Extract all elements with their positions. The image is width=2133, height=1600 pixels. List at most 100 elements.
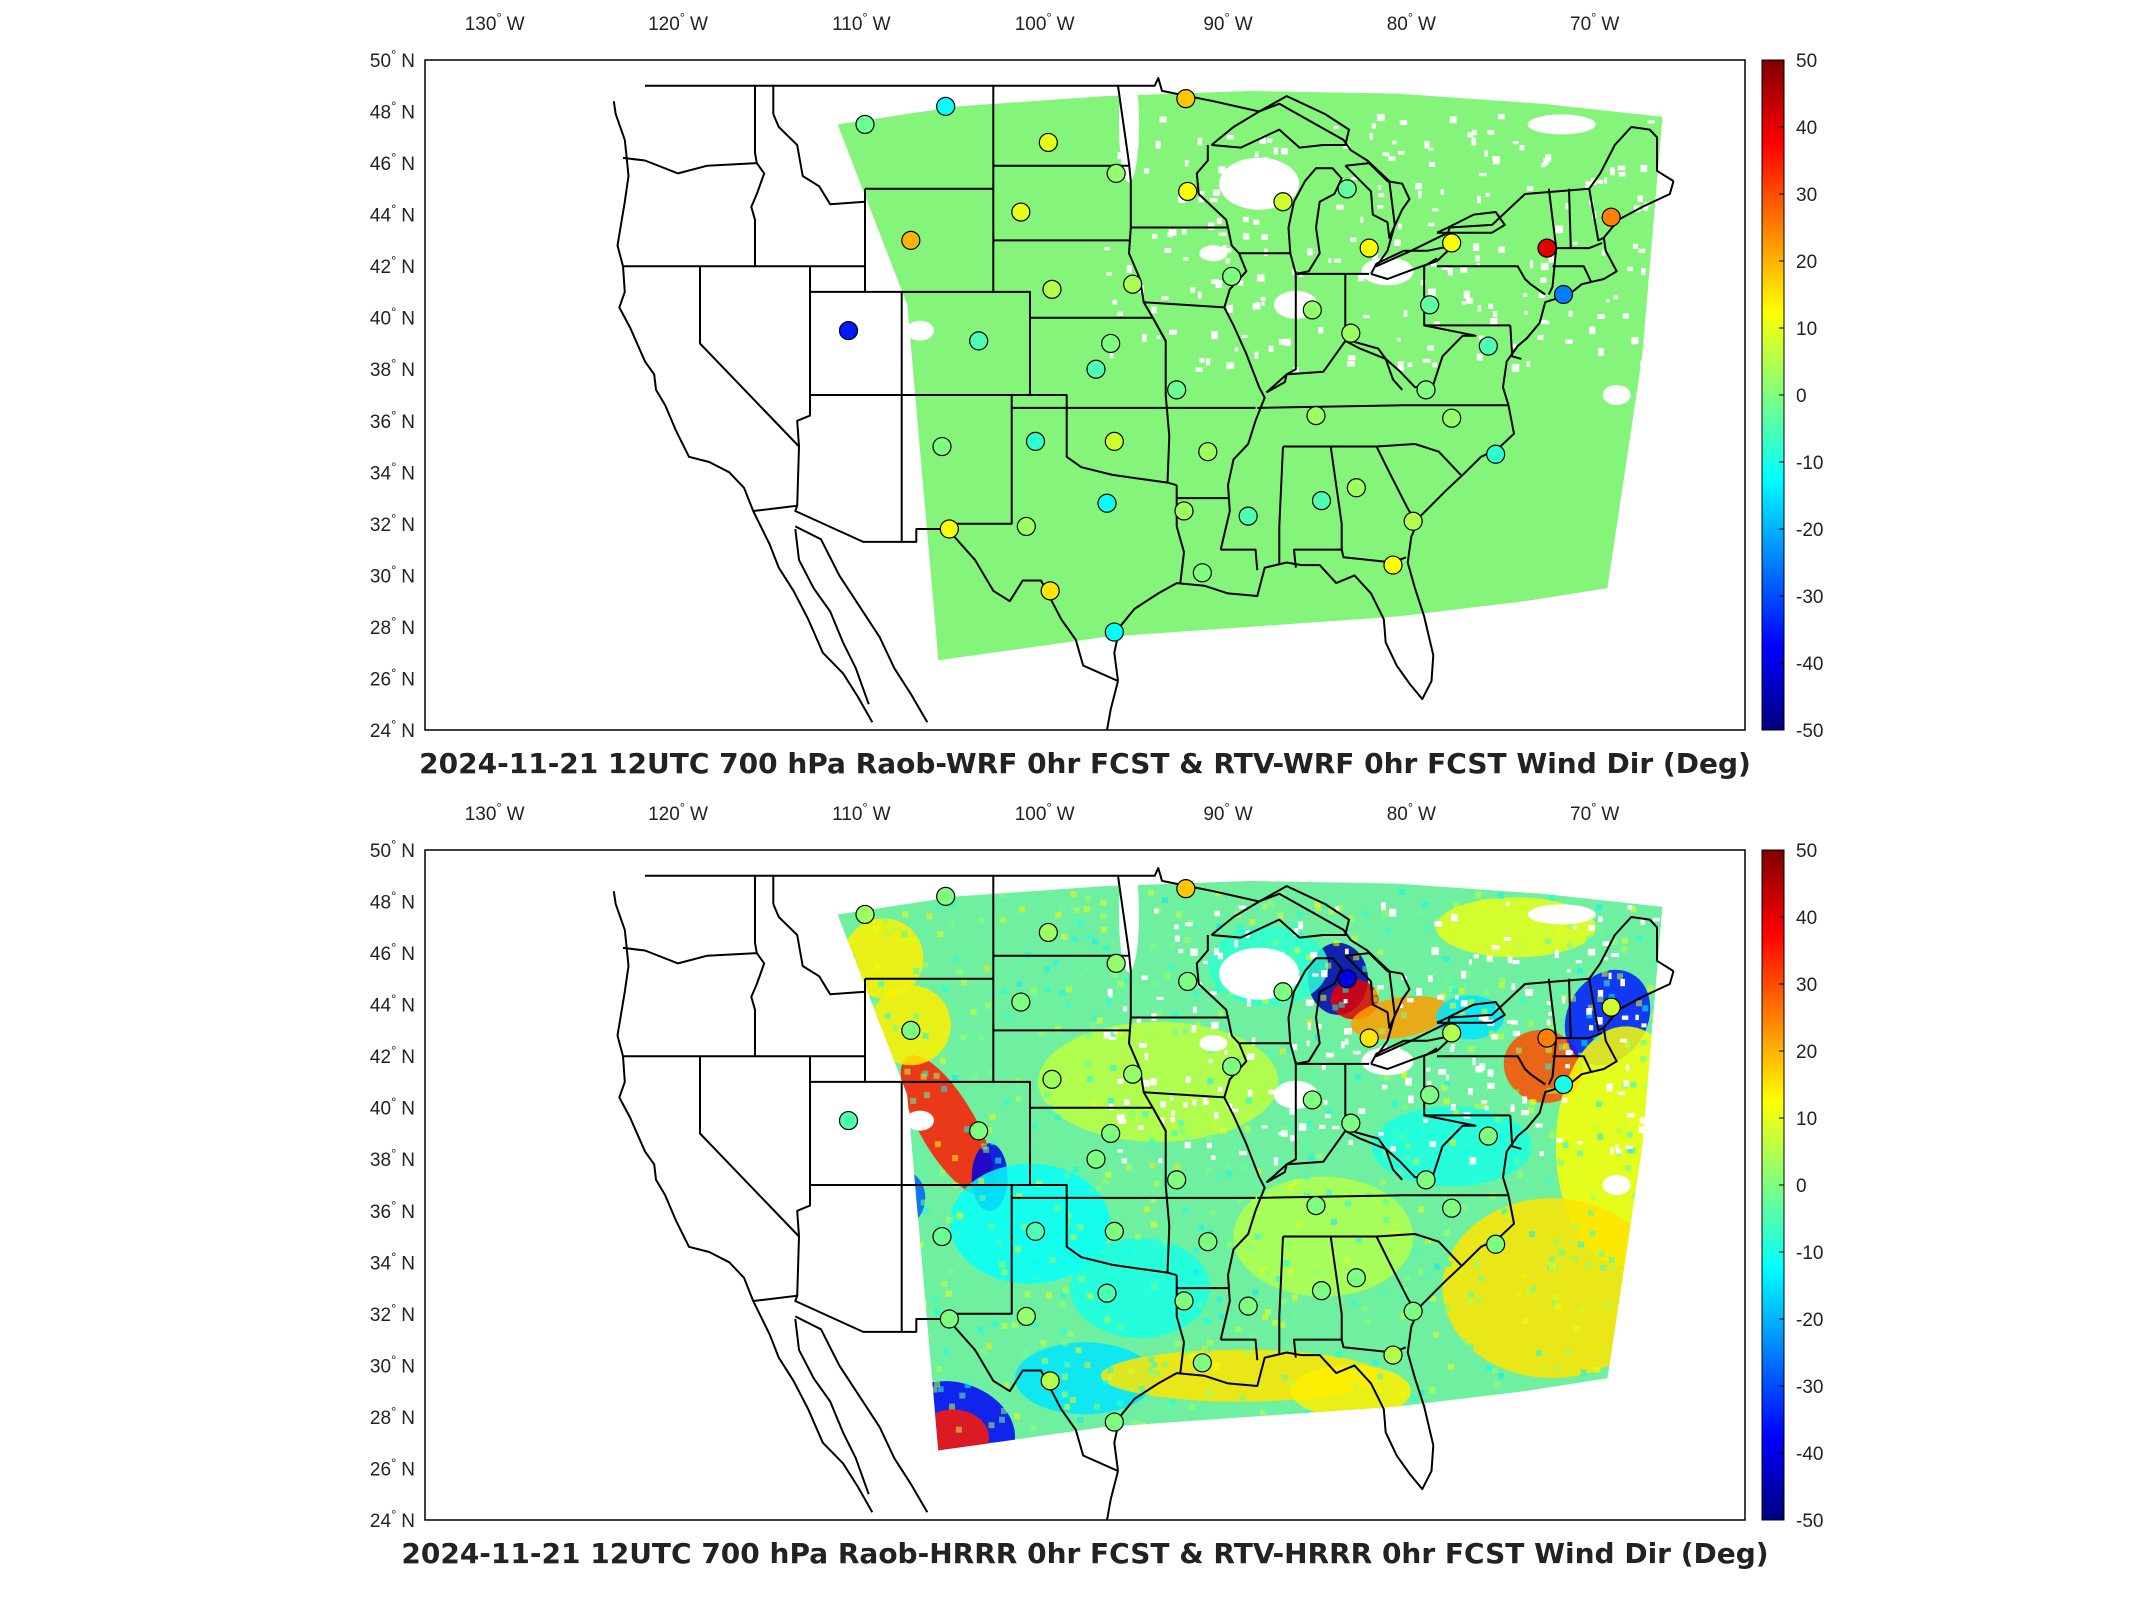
state-line-48 xyxy=(1568,978,1572,1039)
state-line-44 xyxy=(1265,340,1347,394)
state-line-28 xyxy=(1195,145,1229,228)
lat-tick-label: 28° N xyxy=(370,614,415,639)
lat-tick-label: 48° N xyxy=(370,889,415,914)
lake-michigan xyxy=(1287,167,1343,275)
state-line-23 xyxy=(1143,301,1225,309)
lake-superior xyxy=(1210,885,1350,939)
station-marker xyxy=(1537,238,1557,258)
lat-tick-label: 36° N xyxy=(370,408,415,433)
station-marker xyxy=(1086,359,1106,379)
lat-tick-label: 30° N xyxy=(370,1352,415,1377)
station-marker xyxy=(1038,922,1058,943)
state-line-3 xyxy=(699,266,800,448)
lake-ontario xyxy=(1436,211,1506,234)
state-line-19 xyxy=(1151,317,1171,483)
state-line-17 xyxy=(1117,875,1167,1132)
field-anomaly-20 xyxy=(1371,1106,1532,1187)
lon-tick-label: 70° W xyxy=(1570,800,1619,825)
lake-michigan xyxy=(1287,957,1343,1065)
station-marker xyxy=(1346,1268,1366,1288)
station-marker xyxy=(1337,179,1357,199)
panel-title: 2024-11-21 12UTC 700 hPa Raob-HRRR 0hr F… xyxy=(401,1537,1768,1570)
station-marker xyxy=(969,1121,989,1141)
missing-data-patch-6 xyxy=(906,1110,934,1131)
station-marker xyxy=(838,1110,859,1131)
missing-data-patch-4 xyxy=(1527,114,1596,135)
state-line-10 xyxy=(865,290,1031,395)
station-marker xyxy=(1403,1301,1423,1321)
state-line-0 xyxy=(750,875,766,1057)
missing-data-patch-5 xyxy=(1602,1175,1631,1195)
lake-superior xyxy=(1210,95,1350,149)
coastline-gulf-east xyxy=(1113,970,1675,1491)
colorbar-tick-label: 40 xyxy=(1796,908,1817,929)
station-marker xyxy=(1178,971,1198,992)
state-line-38 xyxy=(1283,443,1462,476)
state-line-23 xyxy=(1143,1091,1225,1099)
missing-data-patch-7 xyxy=(1199,1035,1228,1052)
colorbar-tick-label: 20 xyxy=(1796,252,1817,273)
station-marker xyxy=(1176,89,1196,109)
coastline-baja xyxy=(794,528,870,705)
lake-ontario xyxy=(1436,1001,1506,1024)
lon-tick-label: 100° W xyxy=(1015,800,1075,825)
colorbar-tick-label: 20 xyxy=(1796,1042,1817,1063)
station-marker xyxy=(932,1226,952,1247)
station-marker xyxy=(1420,295,1440,315)
missing-data-patch-4 xyxy=(1527,904,1596,925)
station-marker xyxy=(936,96,956,116)
station-marker xyxy=(1403,511,1423,531)
station-marker xyxy=(1416,380,1436,400)
station-marker xyxy=(1486,444,1506,464)
station-marker xyxy=(939,1309,959,1329)
coastline-mexico-gulf xyxy=(1106,680,1119,730)
colorbar-tick-label: 0 xyxy=(1796,386,1807,407)
station-marker xyxy=(1016,1306,1036,1327)
station-marker xyxy=(1174,1291,1194,1311)
state-line-35 xyxy=(1437,265,1546,296)
station-marker xyxy=(1178,181,1198,202)
station-marker xyxy=(1011,992,1031,1012)
map-boundaries xyxy=(612,77,1675,730)
station-marker xyxy=(838,320,859,341)
state-line-34 xyxy=(1423,257,1438,268)
station-marker xyxy=(1306,406,1326,426)
lake-huron xyxy=(1344,952,1411,1029)
missing-data-patch-0 xyxy=(1119,90,1139,183)
station-marker xyxy=(1106,953,1126,973)
station-marker xyxy=(1106,163,1126,183)
station-marker xyxy=(1025,1221,1046,1241)
raob-stations xyxy=(838,89,1621,642)
colorbar-tick-label: -40 xyxy=(1796,1444,1823,1465)
state-line-48 xyxy=(1568,188,1572,249)
station-marker xyxy=(1104,1221,1124,1241)
lon-tick-label: 120° W xyxy=(648,800,708,825)
station-marker xyxy=(1306,1196,1326,1216)
map-frame xyxy=(424,59,1746,731)
border-us-mexico xyxy=(753,504,1119,682)
lat-tick-label: 26° N xyxy=(370,1455,415,1480)
state-line-31 xyxy=(1344,273,1387,360)
coastline-mexico-west xyxy=(794,525,929,723)
state-line-47 xyxy=(1552,265,1592,283)
station-marker xyxy=(1383,1345,1403,1365)
lake-huron xyxy=(1344,162,1411,239)
state-line-50 xyxy=(1509,1115,1522,1150)
station-marker xyxy=(1416,1170,1436,1190)
colorbar-tick-label: 50 xyxy=(1796,841,1817,862)
state-line-50 xyxy=(1509,325,1522,360)
station-marker xyxy=(1311,1281,1332,1301)
state-line-7 xyxy=(772,903,866,996)
station-marker xyxy=(1383,555,1403,575)
state-line-19 xyxy=(1151,1107,1171,1273)
map-boundaries xyxy=(612,867,1675,1520)
state-line-13 xyxy=(945,395,1013,525)
lat-tick-label: 46° N xyxy=(370,940,415,965)
station-marker xyxy=(1040,581,1060,601)
lat-tick-label: 42° N xyxy=(370,1043,415,1068)
station-marker xyxy=(1025,431,1046,451)
station-marker xyxy=(1442,408,1462,428)
state-line-45 xyxy=(1547,978,1558,1085)
lat-tick-label: 24° N xyxy=(370,717,415,742)
station-marker xyxy=(1222,266,1242,287)
